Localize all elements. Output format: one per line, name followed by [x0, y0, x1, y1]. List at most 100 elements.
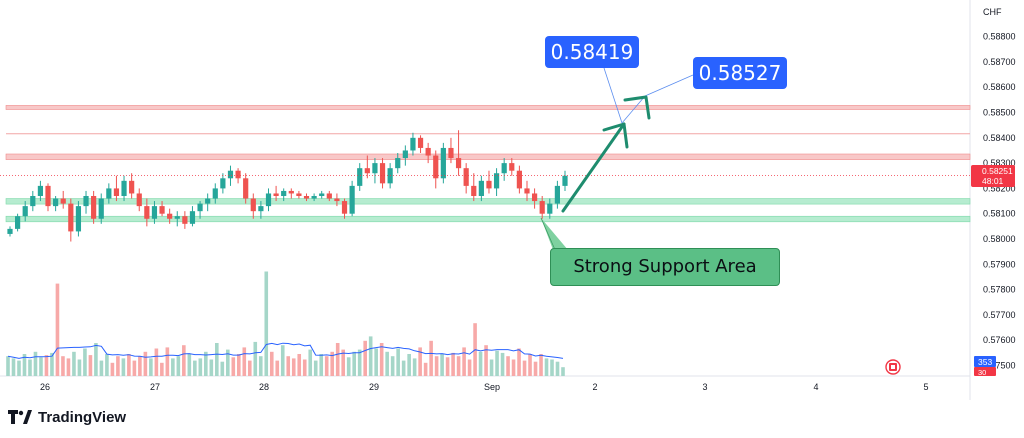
volume-bar [330, 351, 335, 376]
volume-bar [187, 354, 192, 376]
volume-bar [374, 348, 378, 376]
volume-bar [363, 340, 367, 376]
volume-bar [495, 350, 499, 376]
candle [220, 173, 226, 194]
volume-bar [253, 341, 258, 376]
volume-bar [110, 362, 115, 376]
candle [372, 158, 378, 184]
volume-bar [286, 356, 291, 376]
candle [357, 163, 363, 191]
volume-bar [99, 360, 104, 376]
volume-bar [533, 361, 538, 376]
price-tick-label: 0.57800 [983, 285, 1016, 295]
volume-bar [379, 343, 384, 376]
time-tick-label: 3 [702, 382, 707, 392]
candle [554, 180, 560, 209]
volume-bar [429, 340, 433, 376]
candle [486, 170, 492, 194]
candle [129, 173, 135, 199]
volume-bar [528, 354, 532, 376]
currency-label: CHF [983, 7, 1002, 17]
volume-bar [396, 348, 400, 376]
support-callout-stem [540, 217, 557, 253]
volume-bar [198, 358, 203, 376]
candle [121, 175, 127, 202]
candle [433, 150, 439, 189]
candle [281, 188, 287, 202]
economic-event-icon[interactable] [885, 359, 901, 375]
candle [326, 190, 332, 202]
candle [265, 188, 272, 212]
volume-bar [407, 354, 411, 376]
candle [53, 196, 59, 212]
volume-bar [401, 360, 406, 376]
resistance-zone-2 [5, 153, 971, 160]
volume-bar [423, 362, 428, 376]
candle [258, 201, 264, 219]
candle [319, 190, 325, 199]
candle [167, 208, 173, 224]
support-area-callout: Strong Support Area [550, 248, 780, 286]
candle [136, 188, 142, 212]
volume-bar [44, 355, 49, 376]
volume-bar [522, 360, 527, 376]
candle [98, 193, 104, 224]
volume-bar [33, 351, 38, 376]
candle [45, 183, 51, 212]
candle [144, 198, 150, 227]
volume-bar [193, 360, 197, 376]
volume-bar [539, 354, 543, 376]
branding-footer[interactable]: TradingView [8, 403, 126, 431]
support-callout-pointer [541, 218, 568, 255]
price-scale[interactable]: 0.58800 0.58700 0.58600 0.58500 0.58400 0.583… [983, 32, 1016, 371]
volume-bar [121, 358, 126, 376]
volume-bar [456, 356, 461, 376]
candle [501, 158, 507, 181]
price-tick-label: 0.58100 [983, 209, 1016, 219]
time-scale[interactable]: 26 27 28 29 Sep 2 3 4 5 [40, 382, 929, 392]
volume-bar [242, 347, 247, 376]
volume-bar [50, 352, 54, 376]
volume-bar [22, 354, 27, 376]
candle [159, 201, 165, 217]
volume-bar [165, 347, 170, 376]
volume-bar [275, 360, 280, 376]
volume-bar [61, 356, 65, 376]
volume-bar [132, 360, 137, 376]
candle [417, 135, 424, 153]
volume-badge-2-value: 30 [978, 368, 986, 377]
volume-bar [335, 343, 340, 376]
volume-bar [368, 336, 373, 376]
volume-bar [6, 356, 10, 376]
volume-bar [28, 359, 32, 376]
time-tick-label: 26 [40, 382, 50, 392]
volume-bar [17, 360, 21, 376]
candle [37, 180, 44, 202]
support-zone-3 [5, 198, 971, 205]
volume-bar [105, 354, 109, 376]
volume-bar [116, 356, 120, 376]
candle [75, 201, 82, 237]
candle [440, 142, 446, 184]
volume-bar [72, 351, 76, 376]
volume-bar [143, 351, 148, 376]
candle [174, 211, 180, 227]
candle [364, 155, 370, 179]
price-tick-label: 0.58500 [983, 108, 1016, 118]
volume-bar [467, 359, 472, 376]
volume-bar [390, 356, 395, 376]
volume-badge-bg [974, 356, 996, 367]
volume-bar [149, 358, 153, 376]
volume-bar [550, 359, 554, 376]
volume-badge: 353 30 [974, 356, 996, 377]
candle [68, 198, 74, 242]
volume-bar [236, 354, 241, 376]
candle [106, 183, 112, 204]
volume-bar [478, 351, 483, 376]
volume-bar [77, 359, 82, 376]
volume-bar [291, 358, 296, 376]
price-tick-label: 0.57700 [983, 310, 1016, 320]
volume-bar [55, 283, 60, 376]
volume-bar [308, 349, 313, 376]
